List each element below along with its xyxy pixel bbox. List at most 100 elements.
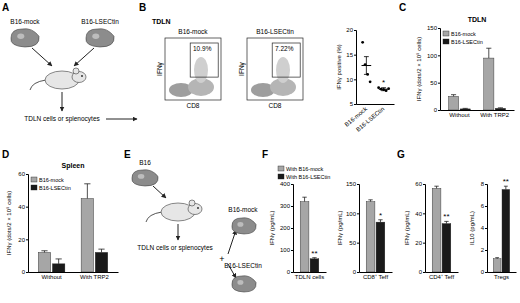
y-axis: 050100150 <box>427 25 441 113</box>
x-tick-label: With TRP2 <box>480 112 510 118</box>
x-tick: B16-LSECtin <box>355 104 385 133</box>
y-tick: 100 <box>427 53 440 59</box>
x-tick-label: CD8⁺ Teff <box>363 274 388 280</box>
y-tick-mark <box>291 250 293 251</box>
gate-percent: 10.9% <box>193 45 212 52</box>
x-axis-line <box>294 272 327 273</box>
bar <box>493 259 501 272</box>
bar <box>495 108 505 110</box>
plot-marks <box>448 48 505 110</box>
x-axis-line <box>357 104 395 105</box>
x-tick-label: Tregs <box>494 274 509 280</box>
y-tick-mark <box>26 207 28 208</box>
x-tick: With TRP2 <box>80 272 110 280</box>
error-bar <box>381 88 386 91</box>
bar <box>442 224 451 272</box>
plot-marks <box>300 197 319 272</box>
legend-swatch <box>31 177 37 182</box>
arrow <box>153 186 166 198</box>
error-bar <box>495 258 499 259</box>
bar <box>95 252 107 272</box>
flow-frame <box>247 38 303 100</box>
y-tick: 10 <box>346 77 356 83</box>
y-tick-mark <box>26 239 28 240</box>
significance: ** <box>503 177 509 186</box>
cell-label: B16-mock <box>10 18 40 25</box>
arrow <box>228 230 236 254</box>
error-bar <box>302 197 306 201</box>
y-tick-mark <box>485 206 487 207</box>
y-tick-label: 0 <box>419 269 423 275</box>
error-bar <box>451 95 456 97</box>
y-tick-label: 15 <box>346 52 353 58</box>
bar <box>448 96 458 110</box>
y-tick: 0 <box>419 269 425 275</box>
y-tick: 300 <box>280 203 293 209</box>
mouse-icon <box>30 68 86 90</box>
y-tick-label: 10 <box>346 77 353 83</box>
significance: ** <box>311 249 317 258</box>
x-tick-label: With TRP2 <box>80 274 110 280</box>
y-tick: 150 <box>346 181 359 187</box>
legend: B16-mockB16-LSECtin <box>31 177 71 191</box>
error-bar <box>504 186 508 189</box>
figure: ABCDEFGB16-mockB16-LSECtinTDLN cells or … <box>0 0 520 303</box>
y-axis-title: IFNγ positive (%) <box>336 44 342 90</box>
significance: ** <box>443 212 449 221</box>
y-tick: 8 <box>481 181 487 187</box>
cell-icon <box>132 170 158 186</box>
y-tick: 100 <box>280 247 293 253</box>
y-axis-title: IFNγ (dots/2 × 10⁵ cells) <box>416 37 422 101</box>
x-tick: CD8⁺ Teff <box>363 272 388 280</box>
y-tick-label: 100 <box>280 247 291 253</box>
arrow <box>62 92 63 111</box>
x-axis-line <box>441 110 515 111</box>
y-tick-mark <box>485 228 487 229</box>
y-tick: 100 <box>346 211 359 217</box>
y-tick-mark <box>357 272 359 273</box>
chart-title: TDLN <box>468 16 487 23</box>
y-tick-label: 0 <box>353 269 357 275</box>
x-tick: Tregs <box>494 272 509 280</box>
y-tick-mark <box>423 243 425 244</box>
y-tick-label: 40 <box>18 204 25 210</box>
mouse-icon <box>146 200 202 222</box>
cell-label: B16-mock <box>228 206 258 213</box>
x-tick: With TRP2 <box>480 110 510 118</box>
panel-label: E <box>124 149 131 160</box>
arrow <box>74 48 94 66</box>
y-tick: 15 <box>346 52 356 58</box>
legend-swatch <box>31 185 37 190</box>
output-label: TDLN cells or splenocytes <box>137 244 213 252</box>
y-tick-mark <box>423 213 425 214</box>
y-tick-label: 100 <box>346 211 357 217</box>
plot-marks <box>493 186 509 272</box>
output-label: TDLN cells or splenocytes <box>24 115 100 123</box>
bar <box>310 259 319 272</box>
x-tick: TDLN cells <box>295 272 324 280</box>
x-axis-line <box>360 272 393 273</box>
y-tick: 0 <box>353 269 359 275</box>
cell-icon <box>11 29 39 47</box>
y-axis-title: IFNγ (dots/2 × 10⁵ cells) <box>6 191 12 255</box>
y-tick-mark <box>291 228 293 229</box>
error-bar <box>486 48 491 58</box>
bar <box>484 58 494 110</box>
figure-root: ABCDEFGB16-mockB16-LSECtinTDLN cells or … <box>0 0 520 303</box>
y-axis-title: IFNγ (pg/mL) <box>337 210 343 245</box>
legend-entry: With B16-LSECtin <box>286 174 330 180</box>
plot-marks <box>366 200 385 272</box>
y-axis: 5101520 <box>346 27 356 107</box>
mean-line <box>379 89 389 90</box>
error-bar <box>84 184 90 199</box>
y-tick-label: 0 <box>287 269 291 275</box>
x-axis: TDLN cells <box>294 272 327 280</box>
bar <box>81 199 93 273</box>
y-tick-label: 0 <box>481 269 485 275</box>
arrow <box>106 119 137 120</box>
y-tick: 0 <box>287 269 293 275</box>
cell-label: B16-LSECtin <box>224 262 262 269</box>
bar <box>300 202 309 272</box>
x-tick: Without <box>41 272 62 280</box>
legend-entry: With B16-mock <box>286 166 324 172</box>
